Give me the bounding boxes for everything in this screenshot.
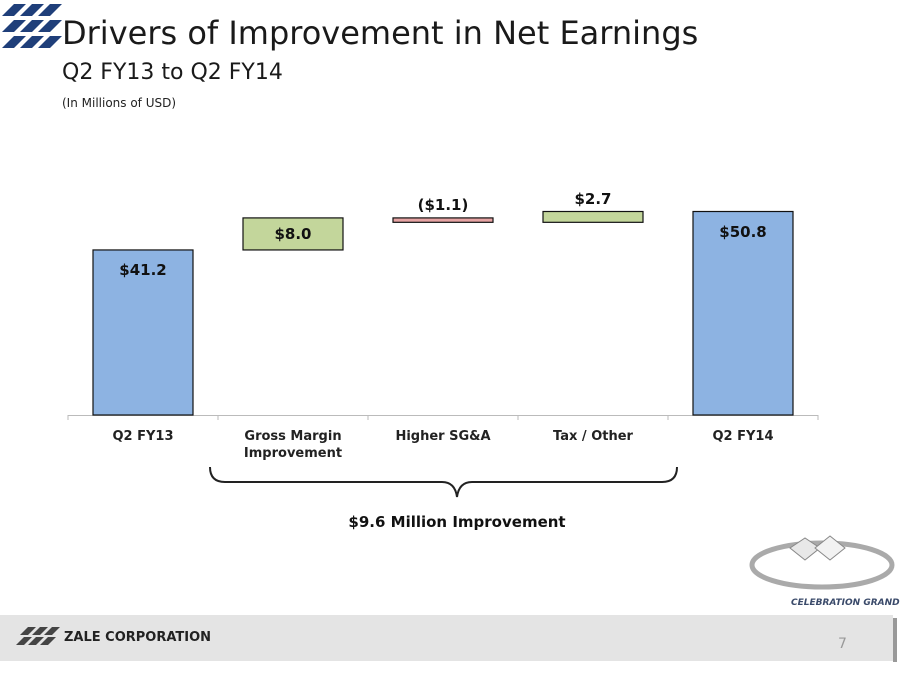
footer-bar — [0, 615, 893, 661]
units-note: (In Millions of USD) — [62, 96, 177, 110]
chart-subtitle: Q2 FY13 to Q2 FY14 — [62, 60, 283, 85]
x-tick-label: Higher SG&A — [395, 429, 491, 444]
image-caption: CELEBRATION GRAND™ — [791, 598, 900, 608]
bar — [392, 217, 494, 223]
footer-logo — [16, 627, 60, 645]
footer-shadow — [893, 618, 897, 662]
x-tick-label: Gross Margin Improvement — [243, 429, 343, 461]
x-tick-label: Q2 FY14 — [712, 429, 774, 444]
value-label: $41.2 — [119, 260, 167, 279]
bar — [542, 210, 644, 223]
value-label: $50.8 — [719, 222, 767, 241]
value-label: $8.0 — [274, 224, 312, 243]
bar — [242, 217, 344, 251]
header-logo — [2, 4, 62, 48]
page-number: 7 — [838, 636, 847, 652]
chart-title: Drivers of Improvement in Net Earnings — [62, 14, 699, 52]
value-label: ($1.1) — [417, 195, 469, 214]
brace — [209, 466, 678, 498]
x-axis — [67, 415, 819, 420]
footer-company: ZALE CORPORATION — [64, 630, 212, 645]
value-label: $2.7 — [574, 189, 612, 208]
x-tick-label: Q2 FY13 — [112, 429, 174, 444]
bar — [92, 249, 194, 416]
annotation: $9.6 Million Improvement — [348, 513, 566, 531]
bar — [692, 210, 794, 416]
x-tick-label: Tax / Other — [553, 429, 633, 444]
ring-image — [749, 535, 895, 590]
